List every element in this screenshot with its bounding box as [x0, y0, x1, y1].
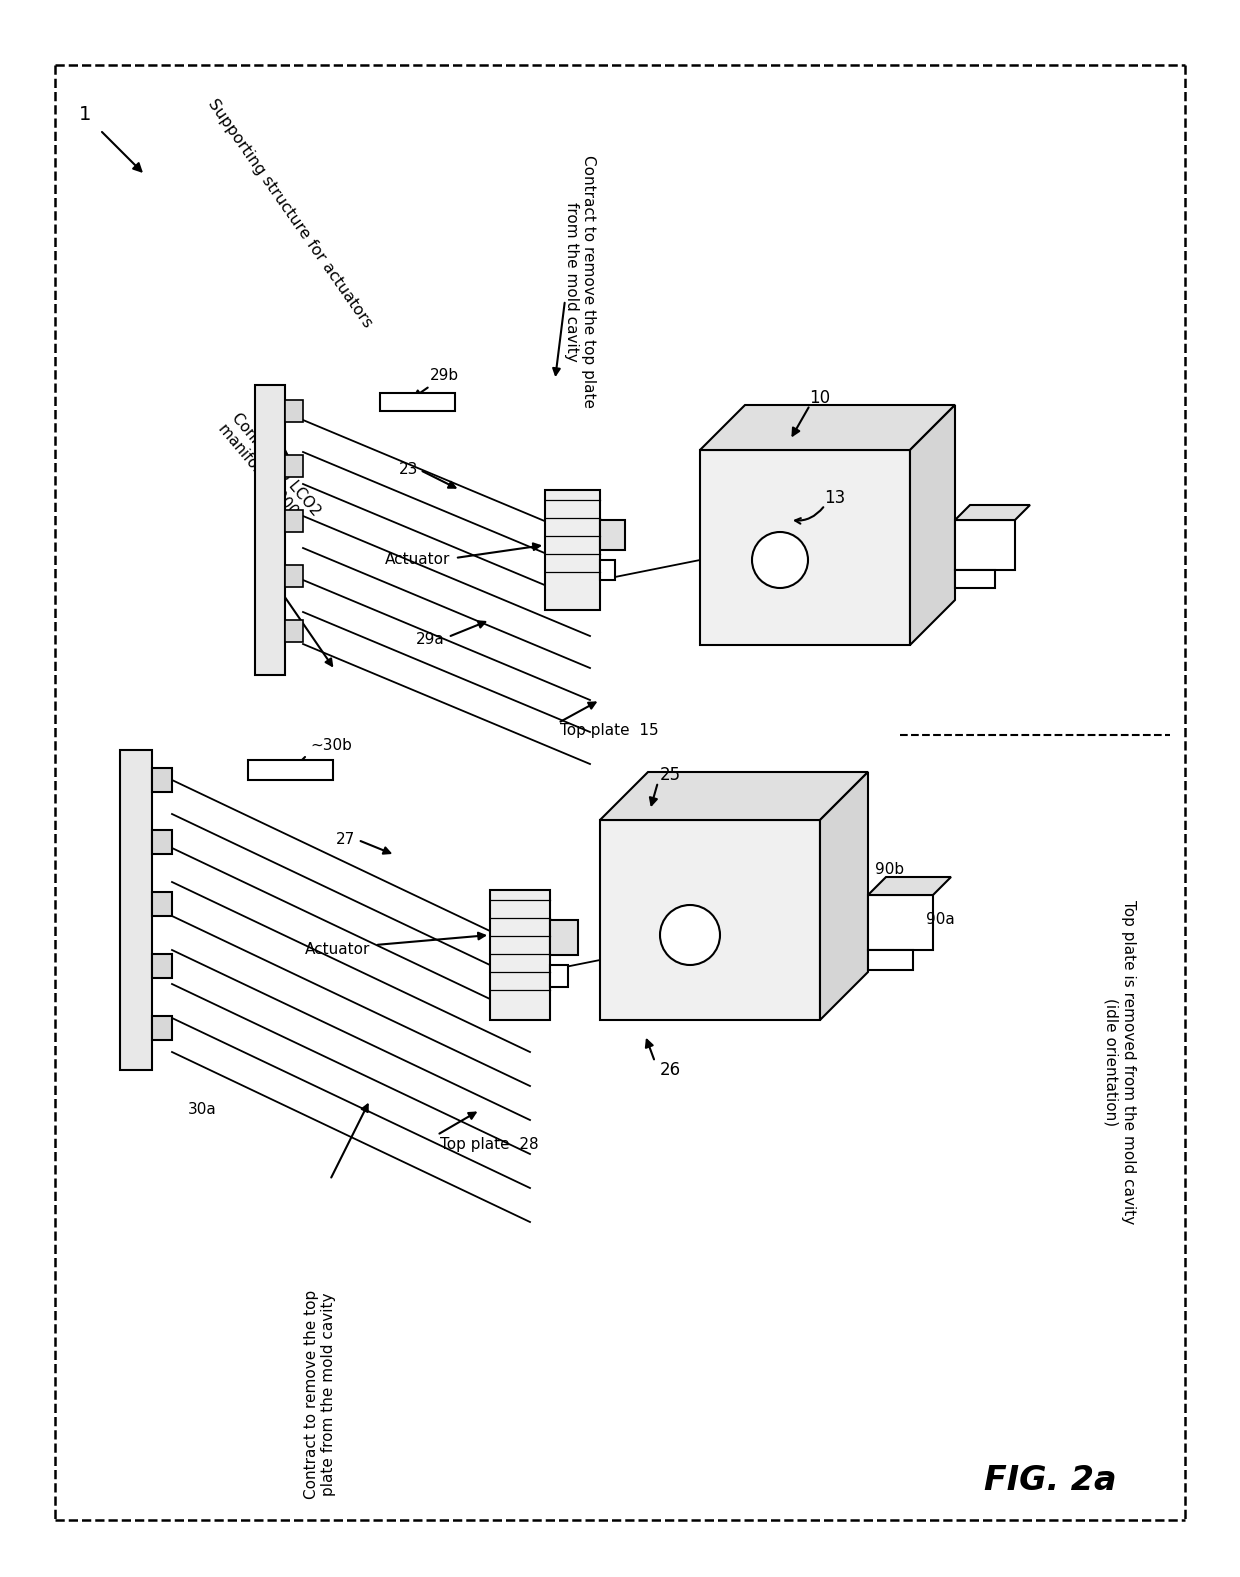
Bar	[600, 820, 820, 1020]
Text: Contract to remove the top plate
from the mold cavity: Contract to remove the top plate from th…	[564, 155, 596, 408]
Polygon shape	[955, 505, 1030, 520]
Circle shape	[751, 531, 808, 588]
Bar	[546, 490, 600, 610]
Bar	[153, 768, 172, 792]
Polygon shape	[820, 773, 868, 1020]
Text: Top plate is removed from the mold cavity
(idle orientation): Top plate is removed from the mold cavit…	[1104, 900, 1136, 1224]
Bar	[551, 919, 578, 956]
Polygon shape	[600, 773, 868, 820]
Bar	[153, 893, 172, 916]
Text: Supporting structure for actuators: Supporting structure for actuators	[205, 96, 374, 330]
Text: 29b: 29b	[430, 369, 459, 383]
Bar	[379, 393, 455, 412]
Text: Contract to remove the top
plate from the mold cavity: Contract to remove the top plate from th…	[304, 1290, 336, 1500]
Bar	[285, 620, 303, 642]
Bar	[868, 896, 932, 949]
Text: 27: 27	[336, 833, 355, 847]
Bar	[955, 569, 994, 588]
Text: 30a: 30a	[188, 1102, 217, 1118]
Bar	[285, 456, 303, 476]
Text: 26: 26	[660, 1061, 681, 1079]
Bar	[285, 565, 303, 587]
Text: 1: 1	[79, 106, 92, 125]
Text: ~30b: ~30b	[310, 738, 352, 752]
Bar	[285, 401, 303, 423]
Bar	[153, 1016, 172, 1039]
Bar	[285, 509, 303, 531]
Bar	[248, 760, 334, 781]
Text: Actuator: Actuator	[305, 943, 370, 957]
Polygon shape	[868, 877, 951, 896]
Text: 29a: 29a	[417, 632, 445, 648]
Bar	[153, 954, 172, 978]
Bar	[600, 520, 625, 550]
Text: Top plate  15: Top plate 15	[560, 722, 658, 738]
Text: Connect to LCO2
manifold, 1000: Connect to LCO2 manifold, 1000	[215, 410, 322, 530]
Bar	[120, 751, 153, 1071]
Bar	[955, 520, 1016, 569]
Text: Actuator: Actuator	[384, 552, 450, 568]
Polygon shape	[701, 405, 955, 449]
Polygon shape	[910, 405, 955, 645]
Text: 90b: 90b	[875, 863, 904, 877]
Bar	[600, 560, 615, 580]
Text: 13: 13	[825, 489, 846, 506]
Text: 23: 23	[398, 462, 418, 478]
Text: 90a: 90a	[925, 913, 955, 927]
Bar	[255, 385, 285, 675]
Text: Top plate  28: Top plate 28	[440, 1137, 538, 1153]
Bar	[490, 889, 551, 1020]
Bar	[701, 449, 910, 645]
Bar	[551, 965, 568, 987]
Circle shape	[660, 905, 720, 965]
Bar	[153, 830, 172, 855]
Bar	[868, 949, 913, 970]
Text: FIG. 2a: FIG. 2a	[983, 1463, 1116, 1497]
Text: 25: 25	[660, 766, 681, 784]
Text: 10: 10	[810, 390, 831, 407]
